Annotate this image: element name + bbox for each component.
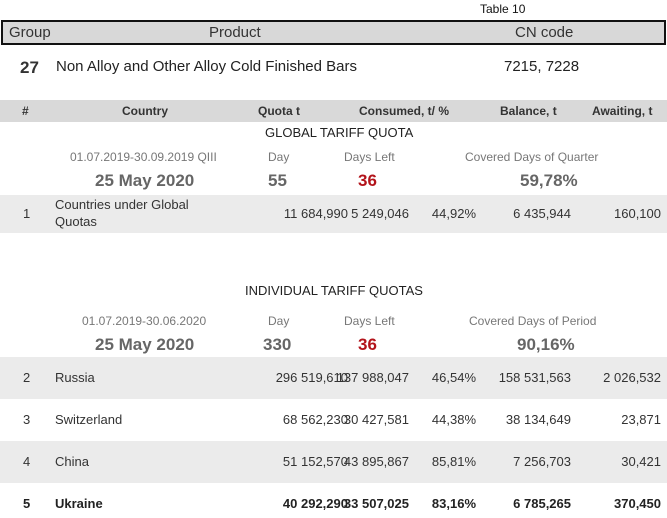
row-consumed-pct: 83,16% <box>431 496 476 511</box>
row-consumed-pct: 46,54% <box>431 370 476 385</box>
row-num: 5 <box>23 496 31 511</box>
global-day-value: 55 <box>268 171 287 190</box>
individual-day-value: 330 <box>263 335 292 354</box>
row-awaiting: 160,100 <box>614 206 661 221</box>
table-row: 1 Countries under Global Quotas 11 684,9… <box>0 195 667 233</box>
row-consumed: 5 249,046 <box>351 206 409 221</box>
group-number: 27 <box>20 58 39 77</box>
row-consumed: 43 895,867 <box>343 454 409 469</box>
col-quota-header: Quota t <box>258 104 300 118</box>
cn-code-value: 7215, 7228 <box>504 58 580 75</box>
global-date: 25 May 2020 <box>95 171 195 190</box>
row-quota: 11 684,990 <box>283 206 348 221</box>
individual-date: 25 May 2020 <box>95 335 195 354</box>
row-balance: 6 435,944 <box>513 206 571 221</box>
cn-code-header-label: CN code <box>515 24 574 41</box>
global-section-title: GLOBAL TARIFF QUOTA <box>265 125 414 140</box>
global-covered-label: Covered Days of Quarter <box>465 150 599 164</box>
col-num-header: # <box>22 104 29 118</box>
individual-covered-value: 90,16% <box>517 335 575 354</box>
table-row: 2 Russia 296 519,610 137 988,047 46,54% … <box>0 357 667 399</box>
table-number-label: Table 10 <box>480 2 526 16</box>
row-country: Countries under Global Quotas <box>55 197 189 229</box>
row-country: Switzerland <box>55 412 123 427</box>
row-awaiting: 30,421 <box>621 454 661 469</box>
row-awaiting: 370,450 <box>614 496 661 511</box>
row-consumed: 33 507,025 <box>343 496 409 511</box>
row-consumed-pct: 44,92% <box>431 206 476 221</box>
col-awaiting-header: Awaiting, t <box>592 104 653 118</box>
individual-period: 01.07.2019-30.06.2020 <box>82 314 207 328</box>
row-balance: 38 134,649 <box>505 412 571 427</box>
row-balance: 6 785,265 <box>513 496 571 511</box>
product-header-label: Product <box>209 24 261 41</box>
individual-section-title: INDIVIDUAL TARIFF QUOTAS <box>245 283 423 298</box>
row-quota: 40 292,290 <box>282 496 348 511</box>
individual-covered-label: Covered Days of Period <box>469 314 597 328</box>
row-country: Ukraine <box>55 496 103 511</box>
row-awaiting: 23,871 <box>621 412 661 427</box>
row-consumed: 137 988,047 <box>336 370 409 385</box>
global-day-label: Day <box>268 150 290 164</box>
table-row: 5 Ukraine 40 292,290 33 507,025 83,16% 6… <box>0 483 667 518</box>
product-name: Non Alloy and Other Alloy Cold Finished … <box>56 58 357 75</box>
group-header-label: Group <box>9 24 51 41</box>
col-consumed-header: Consumed, t/ % <box>359 104 450 118</box>
global-days-left-value: 36 <box>358 171 377 190</box>
row-quota: 51 152,570 <box>282 454 348 469</box>
column-header-row: # Country Quota t Consumed, t/ % Balance… <box>0 100 667 122</box>
global-period: 01.07.2019-30.09.2019 QIII <box>70 150 217 164</box>
row-consumed: 30 427,581 <box>343 412 409 427</box>
row-num: 1 <box>23 206 31 221</box>
global-covered-value: 59,78% <box>520 171 578 190</box>
row-country: China <box>55 454 89 469</box>
row-balance: 7 256,703 <box>513 454 571 469</box>
row-consumed-pct: 85,81% <box>431 454 476 469</box>
row-num: 2 <box>23 370 31 385</box>
individual-days-left-value: 36 <box>358 335 377 354</box>
row-consumed-pct: 44,38% <box>431 412 476 427</box>
row-quota: 296 519,610 <box>275 370 348 385</box>
row-balance: 158 531,563 <box>498 370 571 385</box>
group-header-bar: Group Product CN code <box>1 20 666 45</box>
col-balance-header: Balance, t <box>500 104 557 118</box>
row-num: 3 <box>23 412 31 427</box>
row-quota: 68 562,230 <box>282 412 348 427</box>
table-row: 4 China 51 152,570 43 895,867 85,81% 7 2… <box>0 441 667 483</box>
col-country-header: Country <box>122 104 168 118</box>
table-row: 3 Switzerland 68 562,230 30 427,581 44,3… <box>0 399 667 441</box>
row-country: Russia <box>55 370 95 385</box>
individual-days-left-label: Days Left <box>344 314 395 328</box>
global-days-left-label: Days Left <box>344 150 395 164</box>
individual-day-label: Day <box>268 314 290 328</box>
row-num: 4 <box>23 454 31 469</box>
row-awaiting: 2 026,532 <box>603 370 661 385</box>
